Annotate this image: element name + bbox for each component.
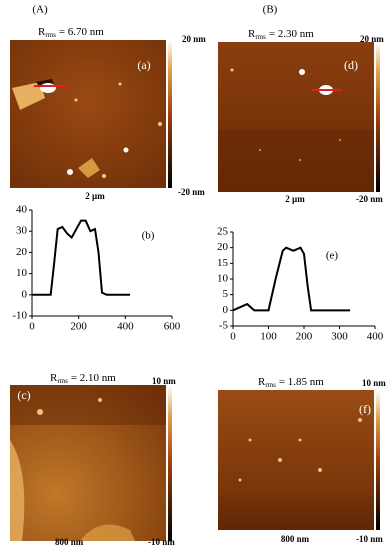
scale-label: 2 µm: [85, 191, 105, 201]
colorbar-max: 20 nm: [360, 34, 384, 44]
rms-symbol: R: [50, 372, 58, 384]
y-tick-label: 20: [217, 241, 229, 253]
color-bar: [168, 385, 172, 541]
colorbar-min: -10 nm: [356, 534, 383, 544]
x-tick-label: 200: [296, 331, 313, 343]
y-tick-label: 0: [223, 304, 229, 316]
rms-label: Rrms = 6.70 nm: [38, 26, 104, 39]
chart-label: (e): [326, 250, 339, 262]
rms-label: Rrms = 2.10 nm: [50, 372, 116, 385]
rms-value: = 2.30 nm: [269, 28, 314, 40]
rms-label: Rrms = 1.85 nm: [258, 376, 324, 389]
x-tick-label: 600: [164, 321, 181, 333]
rms-sub: rms: [57, 377, 68, 385]
afm-image: [10, 385, 166, 541]
rms-sub: rms: [45, 31, 56, 39]
x-tick-label: 0: [230, 331, 236, 343]
afm-image: [218, 42, 374, 192]
y-tick-label: 15: [217, 257, 229, 269]
x-tick-label: 100: [260, 331, 277, 343]
y-tick-label: -10: [12, 310, 27, 322]
rms-symbol: R: [258, 376, 266, 388]
x-tick-label: 400: [367, 331, 384, 343]
y-tick-label: 25: [217, 226, 229, 238]
colorbar-max: 10 nm: [362, 378, 386, 388]
y-tick-label: 40: [16, 204, 28, 216]
scale-label: 2 µm: [285, 194, 305, 204]
colorbar-min: -10 nm: [148, 537, 175, 547]
rms-sub: rms: [255, 33, 266, 41]
color-bar: [376, 42, 380, 192]
colorbar-min: -20 nm: [356, 194, 383, 204]
rms-value: = 1.85 nm: [279, 376, 324, 388]
image-label: (d): [344, 58, 358, 72]
colorbar-max: 10 nm: [152, 376, 176, 386]
colorbar-max: 20 nm: [182, 34, 206, 44]
y-tick-label: 0: [22, 288, 28, 300]
scale-label: 800 nm: [55, 537, 84, 547]
rms-symbol: R: [38, 26, 46, 38]
scale-label: 800 nm: [281, 534, 310, 544]
afm-image: [218, 390, 374, 530]
profile-line: [32, 219, 130, 296]
y-tick-label: 20: [16, 246, 28, 258]
image-label: (c): [17, 388, 30, 402]
x-tick-label: 0: [29, 321, 35, 333]
rms-value: = 6.70 nm: [59, 26, 104, 38]
chart-label: (b): [142, 230, 155, 242]
image-label: (a): [137, 58, 150, 72]
rms-label: Rrms = 2.30 nm: [248, 28, 314, 41]
color-bar: [168, 40, 172, 188]
y-tick-label: 10: [217, 273, 229, 285]
rms-sub: rms: [265, 381, 276, 389]
x-tick-label: 200: [70, 321, 87, 333]
image-label: (f): [359, 402, 371, 416]
y-tick-label: 5: [223, 288, 229, 300]
x-tick-label: 300: [331, 331, 348, 343]
color-bar: [376, 390, 380, 530]
x-tick-label: 400: [117, 321, 134, 333]
colorbar-min: -20 nm: [178, 187, 205, 197]
rms-value: = 2.10 nm: [71, 372, 116, 384]
profile-line: [232, 246, 351, 312]
rms-symbol: R: [248, 28, 256, 40]
y-tick-label: 30: [16, 225, 28, 237]
afm-image: [10, 40, 166, 188]
panel-label: (B): [263, 4, 278, 16]
y-tick-label: -5: [219, 320, 229, 332]
y-tick-label: 10: [16, 267, 28, 279]
panel-label: (A): [32, 4, 48, 16]
